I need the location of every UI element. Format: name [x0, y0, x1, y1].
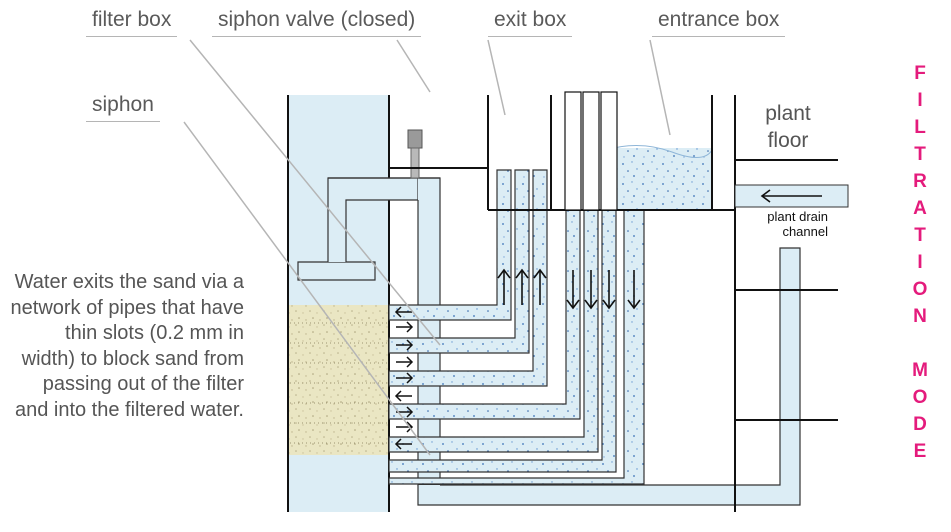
mode-title-letter: T	[914, 144, 926, 165]
entrance-box-water	[606, 148, 712, 210]
outlet-arrows	[394, 306, 414, 450]
label-plant-floor: plant floor	[765, 102, 811, 152]
plant-drain-channel	[734, 184, 849, 208]
mode-title-letter: D	[913, 414, 927, 435]
exit-box-weirs	[564, 91, 618, 211]
mode-title-letter: T	[914, 225, 926, 246]
leader-lines	[183, 39, 671, 456]
label-plant-drain-channel: plant drain channel	[767, 209, 828, 239]
mode-title-letter: A	[913, 198, 927, 219]
siphon-valve	[407, 129, 423, 179]
mode-title-letter: N	[913, 306, 927, 327]
upflow-arrows	[497, 268, 547, 305]
mode-title-letter: I	[917, 252, 923, 273]
mode-title-letter: O	[912, 279, 928, 300]
label-siphon: siphon	[86, 93, 160, 122]
label-siphon-valve: siphon valve (closed)	[212, 8, 422, 37]
label-entrance-box: entrance box	[652, 8, 786, 37]
mode-title-gap	[917, 330, 922, 357]
mode-title-letter: O	[912, 387, 928, 408]
mode-title-letter: E	[913, 441, 927, 462]
label-filter-box: filter box	[86, 8, 178, 37]
label-exit-box: exit box	[488, 8, 573, 37]
mode-title-letter: L	[914, 117, 926, 138]
downflow-arrows	[566, 270, 641, 310]
description-text: Water exits the sand via a network of pi…	[10, 271, 244, 421]
mode-title-letter: I	[917, 90, 923, 111]
mode-title-letter: R	[913, 171, 927, 192]
mode-title-letter: F	[914, 63, 926, 84]
entrance-water-surface	[605, 144, 713, 158]
filter-box	[287, 95, 390, 512]
bottom-channel	[417, 247, 801, 506]
sand-dotted-layers	[290, 322, 387, 444]
mode-title-letter: M	[912, 360, 928, 381]
